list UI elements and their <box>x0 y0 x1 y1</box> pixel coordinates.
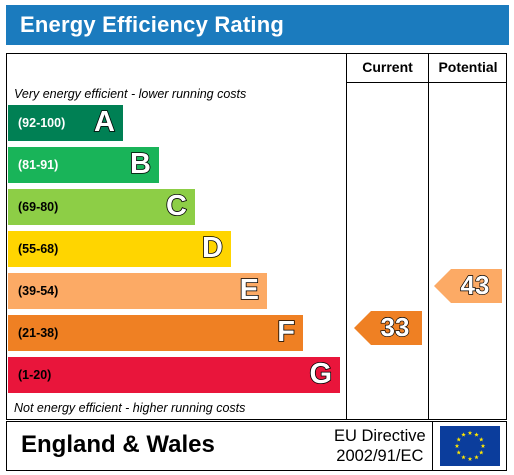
directive-line-2: 2002/91/EC <box>336 447 424 465</box>
eu-star <box>456 450 462 455</box>
current-column-divider <box>346 53 347 420</box>
potential-rating-arrow: 43 <box>434 269 502 303</box>
eu-star <box>456 437 462 442</box>
directive-line-1: EU Directive <box>334 427 426 445</box>
band-range: (55-68) <box>18 242 59 256</box>
eu-star <box>461 432 466 437</box>
current-rating-value: 33 <box>380 311 410 342</box>
band-range: (21-38) <box>18 326 59 340</box>
eu-star <box>480 443 486 448</box>
eu-star <box>474 432 479 437</box>
band-range: (92-100) <box>18 116 66 130</box>
efficient-note: Very energy efficient - lower running co… <box>14 87 247 101</box>
eu-star <box>467 456 473 461</box>
band-range: (1-20) <box>18 368 52 382</box>
band-c: (69-80) C <box>8 189 195 225</box>
band-letter: F <box>276 315 295 349</box>
current-rating-arrow: 33 <box>354 311 422 345</box>
band-letter: G <box>309 357 333 391</box>
inefficient-note: Not energy efficient - higher running co… <box>14 401 246 415</box>
eu-star <box>478 437 484 442</box>
arrow-shape <box>354 311 422 345</box>
page-title: Energy Efficiency Rating <box>20 12 284 37</box>
eu-flag-icon <box>440 426 500 466</box>
eu-star <box>461 454 466 460</box>
footer-divider <box>432 421 433 471</box>
potential-column-header: Potential <box>438 59 498 75</box>
band-d: (55-68) D <box>8 231 231 267</box>
footer: England & Wales EU Directive 2002/91/EC <box>6 421 507 471</box>
rating-table-frame <box>6 53 507 420</box>
title-bar: Energy Efficiency Rating <box>6 5 509 45</box>
band-letter: E <box>239 273 260 307</box>
region-label: England & Wales <box>21 431 215 458</box>
band-range: (69-80) <box>18 200 59 214</box>
current-column-header: Current <box>362 59 413 75</box>
band-b: (81-91) B <box>8 147 159 183</box>
eu-star <box>474 454 479 460</box>
band-letter: C <box>165 189 188 223</box>
band-letter: B <box>129 147 152 181</box>
band-range: (81-91) <box>18 158 59 172</box>
column-header-divider <box>346 82 507 83</box>
band-f: (21-38) F <box>8 315 303 351</box>
eu-star <box>467 430 473 435</box>
eu-star <box>454 443 460 448</box>
potential-rating-value: 43 <box>460 269 490 300</box>
band-e: (39-54) E <box>8 273 267 309</box>
eu-star <box>478 450 484 455</box>
band-range: (39-54) <box>18 284 59 298</box>
eu-directive: EU Directive 2002/91/EC <box>334 426 426 466</box>
band-a: (92-100) A <box>8 105 123 141</box>
arrow-shape <box>434 269 502 303</box>
band-letter: D <box>201 231 224 265</box>
potential-column-divider <box>428 53 429 420</box>
band-letter: A <box>93 105 116 139</box>
band-g: (1-20) G <box>8 357 340 393</box>
